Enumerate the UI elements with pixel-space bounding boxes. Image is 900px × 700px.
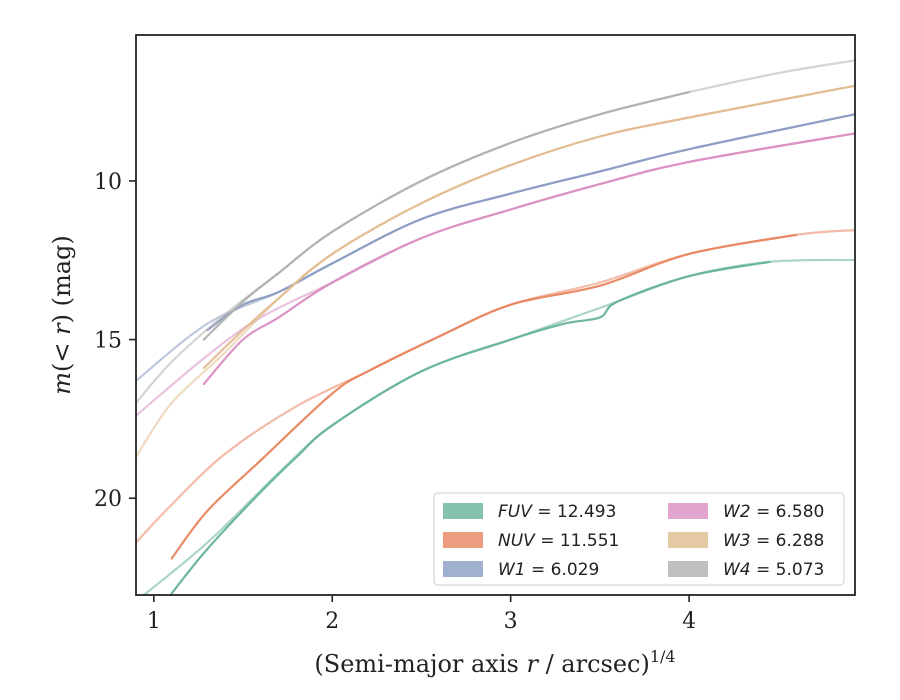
x-tick-label: 3 xyxy=(504,609,518,634)
series-line-w4-extrapolated xyxy=(136,59,855,405)
y-tick-label: 15 xyxy=(94,329,122,354)
legend-entry-fuv: FUV = 12.493 xyxy=(498,502,616,522)
legend-entry-w4: W4 = 5.073 xyxy=(723,560,824,580)
legend-box xyxy=(433,492,845,586)
legend-entry-w2: W2 = 6.580 xyxy=(723,502,824,522)
legend-swatch-w2 xyxy=(668,503,708,519)
series-line-w2 xyxy=(202,132,855,386)
y-axis-label: m(< r) (mag) xyxy=(48,235,76,395)
legend-swatch-fuv xyxy=(443,503,483,519)
legend: FUV = 12.493 NUV = 11.551 W1 = 6.029 W2 = 6… xyxy=(433,492,845,586)
legend-entry-w3: W3 = 6.288 xyxy=(723,531,824,551)
series-line-w3 xyxy=(202,84,855,370)
y-tick-label: 10 xyxy=(94,170,122,195)
series-line-fuv xyxy=(170,260,771,595)
series-line-w4 xyxy=(202,91,691,341)
series-line-w3-extrapolated xyxy=(136,84,855,459)
series-line-nuv xyxy=(170,233,798,560)
legend-swatch-w1 xyxy=(443,561,483,577)
x-axis-label: (Semi-major axis r / arcsec)1/4 xyxy=(314,647,675,678)
x-tick-label: 4 xyxy=(682,609,696,634)
x-tick-label: 1 xyxy=(147,609,161,634)
legend-entry-w1: W1 = 6.029 xyxy=(498,560,599,580)
series-line-w1 xyxy=(206,113,855,332)
series-line-w2-extrapolated xyxy=(136,132,855,417)
x-axis: 1 2 3 4 xyxy=(147,595,696,634)
legend-swatch-nuv xyxy=(443,532,483,548)
series-layer xyxy=(136,59,855,595)
y-axis: 10 15 20 xyxy=(94,170,136,512)
series-line-w1-extrapolated xyxy=(136,113,855,382)
legend-entry-nuv: NUV = 11.551 xyxy=(498,531,619,551)
legend-swatch-w3 xyxy=(668,532,708,548)
x-tick-label: 2 xyxy=(325,609,339,634)
legend-swatch-w4 xyxy=(668,561,708,577)
plot-frame xyxy=(135,34,856,596)
y-tick-label: 20 xyxy=(94,487,122,512)
